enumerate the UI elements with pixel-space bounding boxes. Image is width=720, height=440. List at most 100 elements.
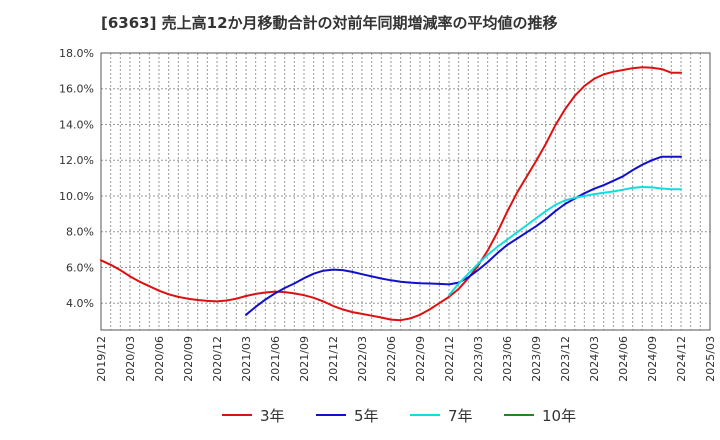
series-1 <box>100 66 682 322</box>
data-point <box>622 175 624 178</box>
data-point <box>515 238 518 240</box>
x-tick-label: 2022/03 <box>356 336 369 382</box>
data-point <box>593 193 595 195</box>
data-point <box>554 204 557 206</box>
x-tick-label: 2024/09 <box>646 336 659 382</box>
data-point <box>554 210 557 212</box>
data-point <box>138 280 141 283</box>
data-point <box>100 259 102 262</box>
x-tick-label: 2023/03 <box>472 336 485 382</box>
data-point <box>660 187 663 190</box>
data-point <box>254 293 257 295</box>
data-point <box>515 192 518 195</box>
y-tick-label: 10.0% <box>59 190 94 203</box>
x-tick-label: 2019/12 <box>95 336 108 382</box>
x-tick-label: 2021/06 <box>269 336 282 382</box>
data-point <box>351 271 354 273</box>
data-point <box>573 95 576 97</box>
y-tick-label: 12.0% <box>59 154 94 167</box>
data-point <box>235 297 238 300</box>
data-point <box>399 280 402 283</box>
legend-item: 5年 <box>316 400 379 430</box>
data-point <box>544 218 547 220</box>
data-point <box>477 269 479 271</box>
data-point <box>361 273 363 276</box>
data-point <box>264 291 267 294</box>
data-point <box>419 282 421 285</box>
data-point <box>187 297 189 300</box>
data-point <box>612 71 615 73</box>
data-point <box>554 124 557 127</box>
data-point <box>409 317 412 320</box>
data-point <box>680 71 682 74</box>
data-point <box>670 71 673 74</box>
y-tick-label: 6.0% <box>66 261 94 274</box>
data-point <box>593 78 595 80</box>
data-point <box>129 275 131 278</box>
series-line <box>245 155 682 316</box>
data-point <box>274 292 276 295</box>
data-point <box>477 263 479 265</box>
data-point <box>602 192 605 194</box>
data-point <box>361 313 363 315</box>
data-point <box>631 67 634 69</box>
data-point <box>303 294 305 297</box>
data-point <box>573 197 576 199</box>
data-point <box>641 163 644 166</box>
data-point <box>457 282 460 285</box>
chart-title: [6363] 売上高12か月移動合計の対前年同期増減率の平均値の推移 <box>101 14 558 32</box>
data-point <box>515 231 518 234</box>
data-point <box>525 224 528 227</box>
data-point <box>457 288 460 290</box>
x-tick-label: 2020/06 <box>153 336 166 382</box>
data-point <box>680 155 682 158</box>
data-point <box>486 261 489 263</box>
data-point <box>564 203 566 205</box>
data-point <box>544 210 547 212</box>
data-point <box>583 192 586 195</box>
data-point <box>428 308 431 311</box>
data-point <box>602 73 605 76</box>
data-point <box>622 69 624 71</box>
data-point <box>254 306 257 308</box>
data-point <box>380 316 383 319</box>
data-point <box>486 249 489 252</box>
data-point <box>206 300 209 302</box>
data-point <box>399 319 402 322</box>
x-tick-label: 2020/12 <box>211 336 224 382</box>
data-point <box>660 68 663 70</box>
data-point <box>651 159 653 161</box>
data-point <box>641 66 644 69</box>
legend-label: 3年 <box>260 406 285 425</box>
data-point <box>148 285 151 288</box>
data-point <box>496 246 499 248</box>
data-point <box>216 300 218 303</box>
data-point <box>612 190 615 193</box>
series-layer <box>100 66 682 322</box>
data-point <box>544 143 547 145</box>
data-point <box>535 225 537 228</box>
x-tick-label: 2022/06 <box>385 336 398 382</box>
data-point <box>177 296 180 298</box>
data-point <box>564 108 566 111</box>
legend-item: 7年 <box>410 400 473 430</box>
data-point <box>670 188 673 190</box>
x-tick-label: 2020/03 <box>124 336 137 382</box>
y-tick-label: 8.0% <box>66 226 94 239</box>
data-point <box>506 211 508 213</box>
data-point <box>438 302 441 305</box>
data-point <box>322 269 325 272</box>
data-point <box>651 66 653 69</box>
legend-label: 7年 <box>448 406 473 425</box>
data-point <box>341 308 344 311</box>
data-point <box>641 186 644 188</box>
data-point <box>380 277 383 280</box>
x-tick-label: 2023/09 <box>530 336 543 382</box>
data-point <box>448 296 450 298</box>
data-point <box>312 272 315 275</box>
data-point <box>651 186 653 189</box>
legend-label: 5年 <box>354 406 379 425</box>
data-point <box>622 188 624 191</box>
data-point <box>525 231 528 234</box>
x-tick-label: 2024/12 <box>675 336 688 382</box>
